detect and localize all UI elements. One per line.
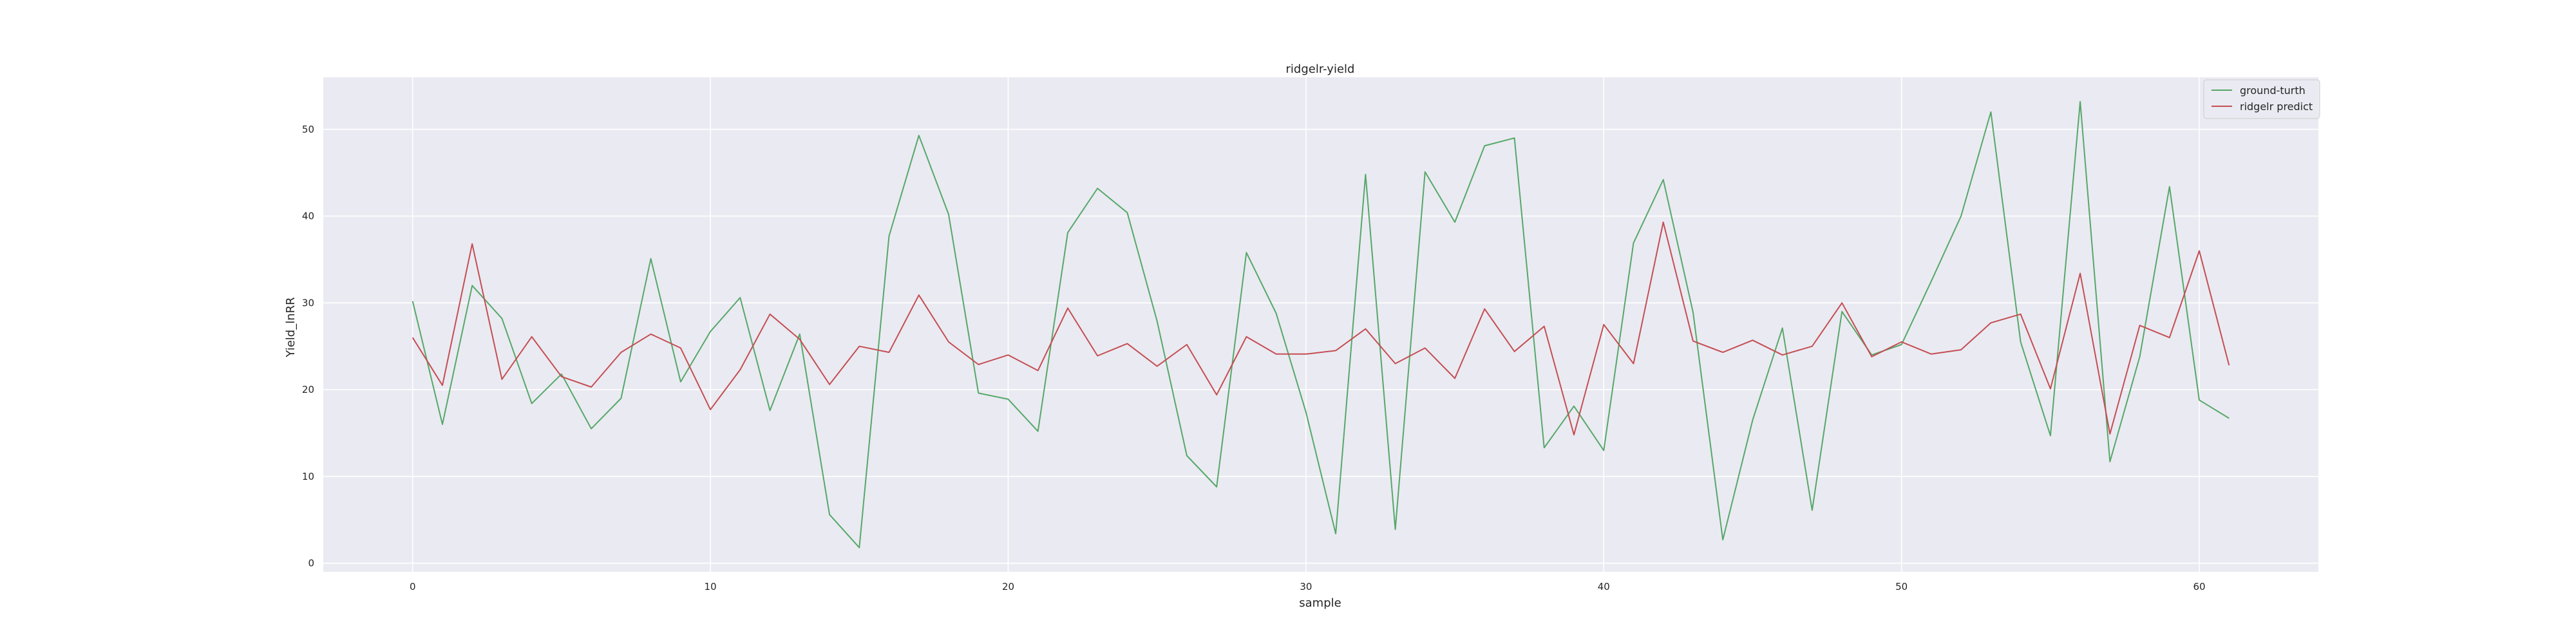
chart-title: ridgelr-yield <box>1286 62 1355 76</box>
x-tick-label: 10 <box>705 581 717 592</box>
x-tick-label: 50 <box>1895 581 1908 592</box>
plot-background-layer <box>323 77 2318 572</box>
legend-label-ridgelr-predict: ridgelr predict <box>2240 100 2313 113</box>
y-tick-label: 20 <box>302 384 314 395</box>
y-axis-label: Yield_lnRR <box>284 297 298 357</box>
y-tick-label: 0 <box>308 558 314 569</box>
y-tick-label: 10 <box>302 471 314 482</box>
y-tick-label: 30 <box>302 297 314 308</box>
x-tick-label: 0 <box>410 581 416 592</box>
series-line-ridgelr-predict <box>412 222 2230 436</box>
x-tick-label: 40 <box>1598 581 1610 592</box>
x-tick-label: 30 <box>1300 581 1312 592</box>
series-line-ground-turth <box>412 100 2230 549</box>
tick-label-layer: 0 10 20 30 40 50 60 0 10 20 30 40 50 <box>302 124 2206 592</box>
x-axis-label: sample <box>1299 596 1341 610</box>
legend-label-ground-turth: ground-turth <box>2240 84 2306 97</box>
y-tick-label: 40 <box>302 211 314 222</box>
x-tick-label: 20 <box>1002 581 1014 592</box>
plot-area <box>323 77 2318 572</box>
legend-box <box>2203 79 2320 119</box>
y-tick-label: 50 <box>302 124 314 135</box>
series-layer <box>412 100 2230 549</box>
legend: ground-turth ridgelr predict <box>2203 79 2320 119</box>
x-tick-label: 60 <box>2193 581 2205 592</box>
